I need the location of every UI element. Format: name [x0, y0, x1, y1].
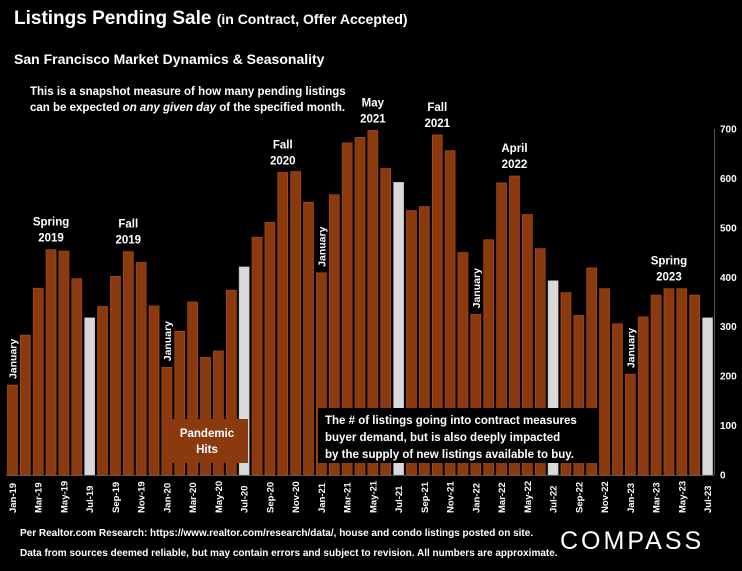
title-main: Listings Pending Sale [14, 8, 212, 29]
source-footnote: Per Realtor.com Research: https://www.re… [20, 528, 534, 539]
bar-jun-23 [689, 294, 701, 476]
season-annotation: Spring 2019 [33, 217, 69, 245]
x-tick-label: Jan-19 [8, 483, 19, 513]
y-tick-label: 200 [720, 372, 737, 383]
x-tick-label: Jan-22 [471, 483, 482, 513]
bar-jan-19 [7, 384, 18, 476]
x-tick-label: Sep-21 [420, 481, 431, 513]
x-tick-label: May-23 [677, 481, 688, 513]
x-tick-label: May-22 [523, 481, 534, 513]
bar-feb-19 [19, 334, 31, 476]
demand-callout-box [318, 408, 599, 463]
x-tick-label: Sep-22 [574, 482, 585, 513]
bar-aug-19 [97, 306, 108, 476]
note-line1: This is a snapshot measure of how many p… [30, 86, 346, 98]
x-tick-label: May-19 [59, 481, 70, 513]
bar-aug-20 [251, 236, 263, 476]
x-tick-label: Sep-20 [265, 482, 276, 513]
season-annotation: Fall 2021 [424, 102, 450, 130]
bar-jul-19 [84, 317, 95, 476]
bar-dec-20 [303, 201, 314, 476]
chart-subtitle: San Francisco Market Dynamics & Seasonal… [14, 51, 325, 67]
bar-mar-19 [32, 287, 44, 476]
x-tick-label: Mar-22 [497, 482, 508, 513]
disclaimer-footnote: Data from sources deemed reliable, but m… [20, 548, 558, 559]
x-tick-label: Jul-19 [85, 486, 96, 513]
compass-logo: COMPASS [560, 527, 705, 555]
note-emphasis: on any given day [122, 102, 216, 114]
x-tick-label: Mar-21 [343, 482, 354, 513]
y-tick-label: 0 [720, 471, 726, 482]
x-tick-label: Jul-23 [703, 486, 714, 513]
y-tick-label: 400 [720, 273, 737, 284]
note-pre: can be expected [30, 102, 123, 114]
pandemic-callout-text: Pandemic Hits [180, 428, 235, 456]
bar-nov-20 [290, 171, 301, 476]
x-tick-label: Jul-21 [394, 485, 405, 513]
x-tick-label: Mar-20 [188, 482, 199, 513]
bar-dec-19 [148, 305, 160, 476]
bar-oct-19 [122, 251, 134, 476]
bar-nov-22 [599, 288, 610, 476]
bar-feb-23 [637, 316, 649, 476]
x-tick-label: Mar-23 [652, 482, 663, 513]
bar-dec-22 [612, 323, 623, 476]
x-tick-label: Jul-22 [549, 486, 560, 513]
x-tick-label: Nov-22 [600, 481, 611, 513]
y-tick-label: 500 [720, 223, 737, 234]
x-tick-label: Jan-20 [162, 483, 173, 513]
bar-sep-20 [264, 222, 276, 476]
x-tick-label: Sep-19 [111, 482, 122, 513]
bar-may-23 [676, 288, 688, 476]
season-annotation: Fall 2020 [270, 139, 296, 167]
y-tick-label: 100 [720, 421, 737, 432]
season-annotation: April 2022 [501, 143, 527, 171]
x-tick-label: Mar-19 [34, 482, 45, 513]
x-tick-label: Nov-19 [137, 481, 148, 513]
january-label: January [625, 328, 637, 368]
bar-apr-23 [663, 288, 675, 476]
demand-callout-text: The # of listings going into contract me… [325, 415, 577, 461]
x-tick-label: May-20 [214, 481, 225, 513]
pandemic-callout-box [166, 419, 248, 463]
x-tick-label: Nov-20 [291, 481, 302, 513]
y-tick-label: 600 [720, 174, 737, 185]
bar-jan-23 [625, 373, 636, 476]
bar-oct-20 [277, 172, 289, 476]
title-suffix: (in Contract, Offer Accepted) [216, 11, 408, 27]
season-annotation: May 2021 [360, 97, 386, 125]
season-annotation: Fall 2019 [115, 219, 141, 247]
x-tick-label: Jan-21 [317, 482, 328, 513]
bar-nov-19 [135, 262, 147, 476]
bar-sep-19 [110, 275, 121, 476]
season-annotation: Spring 2023 [651, 256, 687, 284]
january-label: January [7, 339, 19, 379]
x-tick-label: Jul-20 [240, 486, 251, 513]
chart-title: Listings Pending Sale (in Contract, Offe… [14, 8, 408, 30]
january-label: January [316, 226, 328, 266]
y-tick-label: 700 [720, 125, 737, 136]
bar-may-19 [58, 250, 70, 476]
bar-jun-19 [71, 278, 83, 476]
x-tick-label: Nov-21 [446, 481, 457, 513]
bar-mar-23 [650, 294, 662, 476]
y-tick-label: 300 [720, 322, 737, 333]
bar-apr-19 [45, 249, 57, 476]
bar-jul-23 [702, 317, 713, 476]
january-label: January [162, 321, 174, 361]
description-note: This is a snapshot measure of how many p… [30, 84, 360, 116]
note-post: of the specified month. [216, 102, 346, 114]
x-tick-label: Jan-23 [626, 483, 637, 513]
x-tick-label: May-21 [368, 480, 379, 513]
january-label: January [471, 268, 483, 308]
